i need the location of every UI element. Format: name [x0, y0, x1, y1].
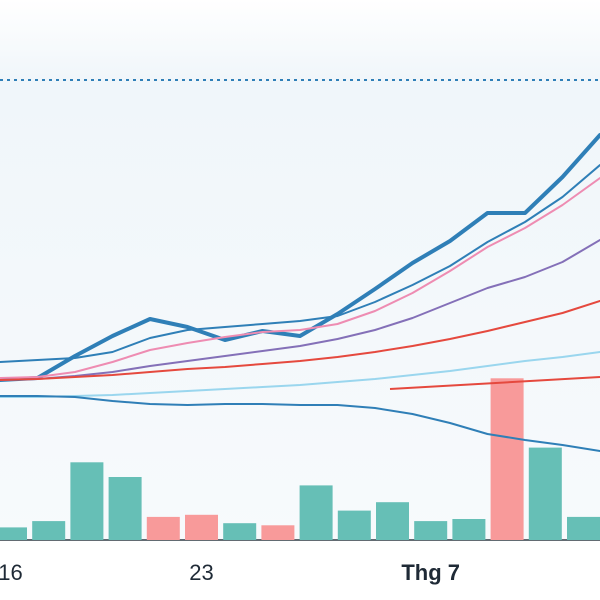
- volume-bar: [146, 516, 180, 540]
- volume-bar: [32, 521, 66, 540]
- moving-average-line-3: [0, 239, 600, 381]
- trend-segment: [389, 376, 600, 390]
- volume-bar: [185, 514, 218, 540]
- price-line: [0, 133, 600, 382]
- volume-bar: [490, 378, 524, 540]
- moving-average-line-6: [0, 395, 600, 452]
- moving-average-line-2: [0, 177, 600, 379]
- volume-bar: [567, 516, 600, 540]
- volume-bar: [0, 527, 27, 540]
- volume-bar: [108, 477, 142, 540]
- volume-bar: [337, 510, 371, 540]
- x-tick-label: 16: [0, 560, 23, 585]
- volume-bar: [223, 523, 257, 540]
- volume-bar: [261, 525, 295, 540]
- x-tick-label: Thg 7: [401, 560, 460, 585]
- volume-bar: [376, 502, 409, 540]
- moving-average-line-4: [0, 300, 600, 381]
- moving-average-line-1: [0, 164, 600, 363]
- volume-bar: [70, 462, 104, 540]
- volume-bar: [452, 519, 486, 540]
- volume-bar: [299, 485, 333, 540]
- moving-average-line-5: [0, 351, 600, 398]
- volume-bar: [528, 447, 562, 540]
- volume-bar: [414, 521, 448, 540]
- x-tick-label: 23: [189, 560, 213, 585]
